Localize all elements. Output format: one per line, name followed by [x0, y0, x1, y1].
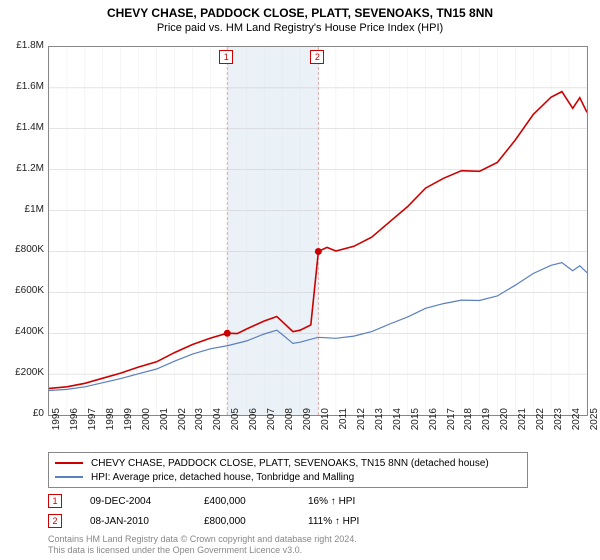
y-tick-label: £1M	[4, 204, 44, 215]
x-tick-label: 2009	[302, 408, 313, 448]
x-tick-label: 2006	[248, 408, 259, 448]
footer-line: This data is licensed under the Open Gov…	[48, 545, 357, 556]
legend-label-hpi: HPI: Average price, detached house, Tonb…	[91, 472, 354, 483]
legend-row: HPI: Average price, detached house, Tonb…	[55, 470, 521, 484]
sale-entry: 2 08-JAN-2010 £800,000 111% ↑ HPI	[48, 514, 528, 528]
footer-line: Contains HM Land Registry data © Crown c…	[48, 534, 357, 545]
x-tick-label: 2017	[446, 408, 457, 448]
x-tick-label: 2010	[320, 408, 331, 448]
x-tick-label: 2003	[194, 408, 205, 448]
chart-container: CHEVY CHASE, PADDOCK CLOSE, PLATT, SEVEN…	[0, 0, 600, 560]
x-tick-label: 2024	[571, 408, 582, 448]
sale-marker-on-chart: 1	[219, 50, 233, 64]
x-tick-label: 2019	[481, 408, 492, 448]
y-tick-label: £1.8M	[4, 40, 44, 51]
sale-price: £800,000	[204, 516, 284, 527]
plot-area	[48, 46, 588, 416]
x-tick-label: 2016	[428, 408, 439, 448]
x-tick-label: 2005	[230, 408, 241, 448]
x-tick-label: 1997	[87, 408, 98, 448]
legend-swatch-hpi	[55, 476, 83, 478]
y-tick-label: £600K	[4, 285, 44, 296]
x-tick-label: 2013	[374, 408, 385, 448]
x-tick-label: 2023	[553, 408, 564, 448]
legend-swatch-property	[55, 462, 83, 464]
x-tick-label: 2021	[517, 408, 528, 448]
x-tick-label: 2014	[392, 408, 403, 448]
sale-vs-hpi: 16% ↑ HPI	[308, 496, 355, 507]
x-tick-label: 1995	[51, 408, 62, 448]
x-tick-label: 2025	[589, 408, 600, 448]
x-tick-label: 2001	[159, 408, 170, 448]
x-tick-label: 2007	[266, 408, 277, 448]
sale-marker-on-chart: 2	[310, 50, 324, 64]
chart-svg	[49, 47, 587, 415]
x-tick-label: 1998	[105, 408, 116, 448]
footer-attribution: Contains HM Land Registry data © Crown c…	[48, 534, 357, 556]
x-tick-label: 2020	[499, 408, 510, 448]
legend: CHEVY CHASE, PADDOCK CLOSE, PLATT, SEVEN…	[48, 452, 528, 488]
x-tick-label: 2018	[463, 408, 474, 448]
x-tick-label: 2004	[212, 408, 223, 448]
sale-marker-icon: 2	[48, 514, 62, 528]
sale-entry: 1 09-DEC-2004 £400,000 16% ↑ HPI	[48, 494, 528, 508]
sale-date: 09-DEC-2004	[90, 496, 180, 507]
chart-title: CHEVY CHASE, PADDOCK CLOSE, PLATT, SEVEN…	[0, 0, 600, 20]
y-tick-label: £800K	[4, 244, 44, 255]
legend-row: CHEVY CHASE, PADDOCK CLOSE, PLATT, SEVEN…	[55, 456, 521, 470]
x-tick-label: 2015	[410, 408, 421, 448]
chart-subtitle: Price paid vs. HM Land Registry's House …	[0, 20, 600, 38]
sale-date: 08-JAN-2010	[90, 516, 180, 527]
y-tick-label: £400K	[4, 326, 44, 337]
x-tick-label: 2000	[141, 408, 152, 448]
x-tick-label: 2008	[284, 408, 295, 448]
legend-label-property: CHEVY CHASE, PADDOCK CLOSE, PLATT, SEVEN…	[91, 458, 489, 469]
y-tick-label: £1.4M	[4, 122, 44, 133]
x-tick-label: 1996	[69, 408, 80, 448]
x-tick-label: 2012	[356, 408, 367, 448]
sale-vs-hpi: 111% ↑ HPI	[308, 516, 359, 527]
y-tick-label: £0	[4, 408, 44, 419]
y-tick-label: £200K	[4, 367, 44, 378]
x-tick-label: 2022	[535, 408, 546, 448]
y-tick-label: £1.2M	[4, 163, 44, 174]
x-tick-label: 2002	[177, 408, 188, 448]
x-tick-label: 2011	[338, 408, 349, 448]
sale-marker-icon: 1	[48, 494, 62, 508]
sale-price: £400,000	[204, 496, 284, 507]
y-tick-label: £1.6M	[4, 81, 44, 92]
x-tick-label: 1999	[123, 408, 134, 448]
